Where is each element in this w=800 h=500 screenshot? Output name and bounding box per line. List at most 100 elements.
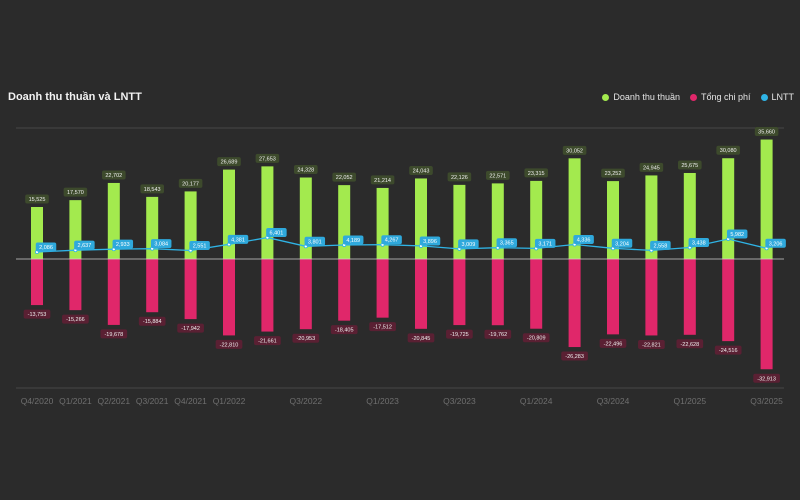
data-label-cost-text: -32,913 <box>757 376 776 382</box>
x-tick-label: Q3/2023 <box>443 396 476 406</box>
data-label-revenue: 22,571 <box>486 170 510 180</box>
data-label-revenue-text: 23,315 <box>528 171 545 177</box>
bar-cost[interactable] <box>722 259 735 342</box>
bar-cost[interactable] <box>530 259 543 329</box>
data-label-revenue-bg <box>140 184 164 194</box>
bar-cost[interactable] <box>568 259 581 348</box>
data-label-cost-text: -17,942 <box>181 326 200 332</box>
bar-revenue[interactable] <box>376 187 389 259</box>
chart-title: Doanh thu thuần và LNTT <box>8 91 142 103</box>
data-label-profit: 3,206 <box>765 238 786 248</box>
data-label-revenue-text: 24,043 <box>413 168 430 174</box>
data-label-profit-bg <box>765 238 786 248</box>
data-label-cost-bg <box>369 322 396 332</box>
data-label-revenue: 21,214 <box>370 175 395 185</box>
bar-cost[interactable] <box>415 259 427 329</box>
data-label-profit-bg <box>650 240 671 250</box>
data-label-revenue-bg <box>486 170 510 180</box>
legend-item-cost[interactable]: Tổng chi phí <box>689 92 751 102</box>
data-label-profit-bg <box>688 237 710 247</box>
data-label-revenue-text: 25,675 <box>681 163 698 169</box>
legend-dot-profit <box>760 93 768 101</box>
data-label-profit-bg <box>726 229 748 239</box>
data-label-cost-text: -26,283 <box>565 354 584 360</box>
bar-revenue[interactable] <box>338 185 351 259</box>
data-label-profit: 3,438 <box>688 237 710 247</box>
data-label-revenue-text: 22,571 <box>489 173 506 179</box>
bar-cost[interactable] <box>184 259 197 320</box>
bar-revenue[interactable] <box>760 139 773 259</box>
data-label-profit-text: 3,801 <box>308 239 322 245</box>
bar-cost[interactable] <box>453 259 466 326</box>
bar-revenue[interactable] <box>261 166 274 259</box>
data-label-revenue: 23,315 <box>524 168 548 178</box>
data-label-cost: -19,762 <box>484 329 512 339</box>
bar-cost[interactable] <box>69 259 82 311</box>
bar-cost[interactable] <box>760 259 773 370</box>
data-label-revenue: 27,653 <box>255 153 280 163</box>
data-label-profit-bg <box>266 228 287 238</box>
data-label-cost-bg <box>407 333 435 343</box>
legend-item-revenue[interactable]: Doanh thu thuần <box>602 92 680 102</box>
line-profit <box>36 236 767 253</box>
data-label-profit-text: 3,084 <box>154 242 168 248</box>
bar-cost[interactable] <box>31 259 43 306</box>
data-label-profit-text: 4,336 <box>577 237 591 243</box>
bar-cost[interactable] <box>607 259 619 335</box>
bar-cost[interactable] <box>338 259 351 321</box>
data-label-revenue-text: 24,945 <box>643 165 660 171</box>
bar-revenue[interactable] <box>683 172 696 259</box>
data-label-cost: -19,678 <box>100 329 128 339</box>
data-label-revenue-text: 30,080 <box>720 148 737 154</box>
data-label-cost-bg <box>753 373 780 383</box>
bar-cost[interactable] <box>107 259 120 325</box>
data-label-profit-text: 2,637 <box>78 243 92 249</box>
data-label-cost: -17,512 <box>369 322 396 332</box>
data-label-revenue: 22,702 <box>102 170 126 180</box>
data-label-cost-bg <box>138 316 166 326</box>
data-label-cost: -24,516 <box>714 345 742 355</box>
data-label-profit-text: 2,086 <box>39 245 53 251</box>
data-label-profit: 3,365 <box>496 238 518 248</box>
bar-cost[interactable] <box>146 259 159 313</box>
data-label-revenue-bg <box>102 170 126 180</box>
data-label-profit: 5,982 <box>726 229 748 239</box>
bar-cost[interactable] <box>223 259 235 336</box>
data-label-profit-bg <box>342 235 364 245</box>
x-tick-label: Q2/2021 <box>97 396 130 406</box>
data-label-cost-bg <box>100 329 128 339</box>
data-label-revenue-bg <box>294 165 318 175</box>
data-label-revenue-text: 24,328 <box>297 168 314 174</box>
x-tick-label: Q3/2025 <box>750 396 783 406</box>
data-label-cost-bg <box>446 329 473 339</box>
data-label-profit-bg <box>35 242 57 252</box>
data-label-cost-bg <box>177 323 204 333</box>
data-label-cost: -20,809 <box>522 333 550 343</box>
bar-cost[interactable] <box>299 259 312 330</box>
data-label-revenue-text: 26,689 <box>221 160 238 166</box>
bar-cost[interactable] <box>376 259 389 318</box>
legend-dot-revenue <box>602 93 610 101</box>
data-label-profit-text: 3,438 <box>692 240 706 246</box>
bar-cost[interactable] <box>645 259 658 336</box>
data-label-profit-text: 2,933 <box>116 242 130 248</box>
data-label-revenue-text: 23,252 <box>605 171 622 177</box>
bar-revenue[interactable] <box>568 158 581 259</box>
bar-revenue[interactable] <box>722 158 735 259</box>
data-label-cost-text: -24,516 <box>719 348 738 354</box>
data-label-cost-text: -19,725 <box>450 332 469 338</box>
bar-cost[interactable] <box>261 259 274 332</box>
bar-revenue[interactable] <box>645 175 658 259</box>
data-label-revenue-bg <box>754 127 779 137</box>
data-label-profit-text: 4,189 <box>346 238 360 244</box>
data-label-cost: -22,496 <box>599 338 627 348</box>
data-label-profit-bg <box>227 234 249 244</box>
data-label-profit: 3,896 <box>419 236 441 246</box>
data-label-cost-text: -19,678 <box>104 332 123 338</box>
data-label-revenue-bg <box>601 168 625 178</box>
bar-cost[interactable] <box>683 259 696 335</box>
legend-item-profit[interactable]: LNTT <box>760 92 794 102</box>
data-label-cost-text: -20,953 <box>296 336 315 342</box>
data-label-cost-text: -17,512 <box>373 325 392 331</box>
bar-cost[interactable] <box>491 259 504 326</box>
